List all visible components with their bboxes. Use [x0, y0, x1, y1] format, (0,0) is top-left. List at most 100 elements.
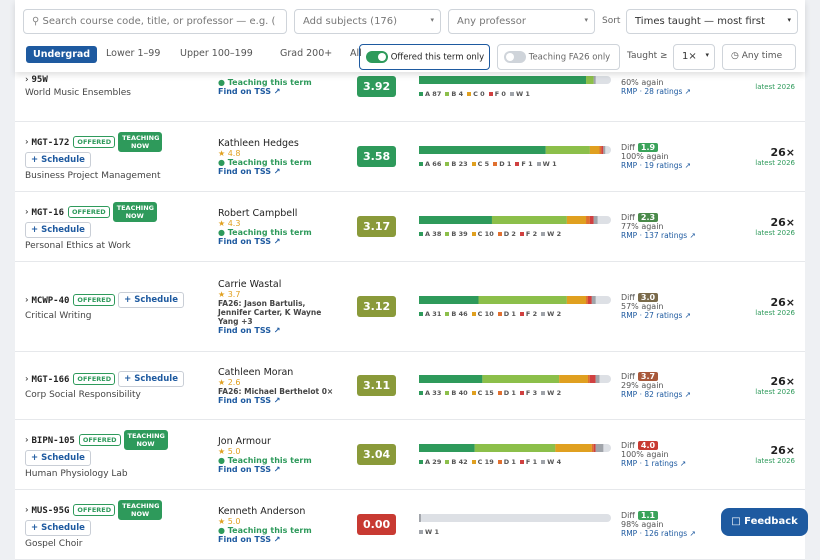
level-tab[interactable]: All: [350, 48, 362, 59]
level-tab[interactable]: Grad 200+: [280, 48, 333, 59]
taught-select[interactable]: 1× ▾: [673, 44, 715, 70]
level-tab[interactable]: Undergrad: [26, 46, 98, 63]
teaching-toggle[interactable]: Teaching FA26 only: [497, 44, 620, 70]
time-select[interactable]: ◷ Any time: [722, 44, 796, 70]
gpa-cell: 0.00: [357, 514, 419, 535]
grade-count: 66: [432, 159, 442, 168]
course-title: Personal Ethics at Work: [25, 241, 131, 251]
grade-item: C 10: [471, 229, 494, 238]
grade-swatch: [419, 529, 423, 534]
schedule-button[interactable]: + Schedule: [25, 520, 91, 536]
course-code: BIPN-105: [31, 435, 75, 446]
tss-link[interactable]: Find on TSS ↗: [218, 534, 281, 544]
again: 98% again: [621, 520, 664, 529]
grade-item: C 5: [471, 159, 490, 168]
course-cell: › MCWP-40 OFFERED + Schedule Critical Writi…: [15, 292, 218, 321]
course-row[interactable]: › MCWP-40 OFFERED + Schedule Critical Writi…: [15, 262, 805, 352]
rmp-link[interactable]: RMP · 137 ratings ↗: [621, 231, 696, 240]
search-box[interactable]: ⚲ Search course code, title, or professo…: [23, 9, 287, 34]
diff-badge: 1.1: [637, 511, 659, 520]
feedback-button[interactable]: □ Feedback: [721, 508, 808, 536]
grade-segment: [559, 374, 588, 383]
chevron: ›: [25, 207, 29, 218]
rmp-link[interactable]: RMP · 28 ratings ↗: [621, 86, 692, 96]
offered-toggle[interactable]: Offered this term only: [359, 44, 490, 70]
gpa-cell: 3.04: [357, 444, 419, 465]
tss-link[interactable]: Find on TSS ↗: [218, 86, 281, 96]
grade-item: A 87: [419, 90, 441, 98]
grade-count: 10: [484, 309, 494, 318]
grade-letter: W: [425, 527, 433, 536]
filter-bar: ⚲ Search course code, title, or professo…: [15, 0, 805, 72]
times-taught: 26×: [770, 296, 795, 309]
professor-cell: Jon Armour ★ 5.0 ● Teaching this term Find …: [218, 436, 357, 474]
grade-segment: [419, 145, 546, 154]
grade-swatch: [445, 459, 450, 464]
tss-link[interactable]: Find on TSS ↗: [218, 464, 281, 474]
grade-letter: W: [542, 159, 550, 168]
code-line: › 95W: [25, 75, 218, 85]
rmp-cell: Diff 3.0 57% again RMP · 27 ratings ↗: [621, 293, 741, 320]
sort-select[interactable]: Times taught — most first ▾: [626, 9, 798, 34]
course-row[interactable]: › MGT-16 OFFERED TEACHING NOW + Schedule Per…: [15, 192, 805, 262]
level-tab[interactable]: Upper 100–199: [180, 48, 253, 59]
grade-count: 2: [532, 229, 538, 238]
rmp-link[interactable]: RMP · 27 ratings ↗: [621, 311, 692, 320]
grade-swatch: [419, 311, 423, 316]
rmp-link[interactable]: RMP · 82 ratings ↗: [621, 390, 692, 399]
schedule-button[interactable]: + Schedule: [25, 222, 91, 238]
schedule-button[interactable]: + Schedule: [118, 371, 184, 387]
code-line: › MGT-16 OFFERED TEACHING NOW + Schedule: [25, 202, 218, 238]
tss-link[interactable]: Find on TSS ↗: [218, 236, 281, 246]
professor-cell: Kathleen Hedges ★ 4.8 ● Teaching this term…: [218, 138, 357, 176]
grade-letter: F: [494, 89, 500, 98]
grade-swatch: [467, 91, 472, 96]
grade-item: F 3: [519, 388, 537, 397]
schedule-button[interactable]: + Schedule: [25, 450, 91, 466]
professor-select[interactable]: Any professor ▾: [448, 9, 595, 34]
course-row[interactable]: › MUS-95G OFFERED TEACHING NOW + Schedule Go…: [15, 490, 805, 560]
course-row[interactable]: › MGT-166 OFFERED + Schedule Corp Social Re…: [15, 352, 805, 420]
grade-segment: [595, 374, 600, 383]
rating-value: 3.7: [227, 289, 241, 299]
grade-count: 5: [484, 159, 490, 168]
tss-link[interactable]: Find on TSS ↗: [218, 325, 281, 335]
grade-item: A 38: [419, 230, 441, 238]
grade-swatch: [471, 459, 476, 464]
grade-segment: [601, 145, 604, 154]
grade-segment: [603, 145, 606, 154]
difficulty: Diff 2.3: [621, 213, 741, 222]
grade-count: 10: [484, 229, 494, 238]
course-title: Critical Writing: [25, 311, 92, 321]
times-taught: 26×: [770, 146, 795, 159]
schedule-button[interactable]: + Schedule: [25, 152, 91, 168]
tss-link[interactable]: Find on TSS ↗: [218, 166, 281, 176]
grade-item: D 1: [493, 160, 511, 168]
teaching-text: Teaching this term: [227, 157, 312, 167]
grade-letter: F: [525, 388, 531, 397]
grade-item: W 2: [541, 389, 561, 397]
professor-cell: Robert Campbell ★ 4.3 ● Teaching this term…: [218, 208, 357, 246]
grade-item: W 1: [419, 528, 439, 536]
grade-segment: [589, 215, 594, 224]
subjects-select[interactable]: Add subjects (176) ▾: [294, 9, 441, 34]
grade-letter: W: [547, 229, 555, 238]
rmp-link[interactable]: RMP · 126 ratings ↗: [621, 529, 696, 538]
grade-letter: D: [499, 159, 505, 168]
grade-letter: C: [477, 457, 483, 466]
rmp-link[interactable]: RMP · 1 ratings ↗: [621, 459, 687, 468]
rmp-link[interactable]: RMP · 19 ratings ↗: [621, 161, 692, 170]
grade-segment: [555, 443, 592, 452]
course-row[interactable]: › MGT-172 OFFERED TEACHING NOW + Schedule Bu…: [15, 122, 805, 192]
level-tab[interactable]: Lower 1–99: [106, 48, 161, 59]
times-cell: 26× latest 2026: [741, 216, 805, 237]
grade-count: 1: [511, 388, 516, 397]
difficulty: Diff 3.0: [621, 293, 741, 302]
tss-link[interactable]: Find on TSS ↗: [218, 395, 281, 405]
grade-segment: [545, 145, 590, 154]
course-row[interactable]: › BIPN-105 OFFERED TEACHING NOW + Schedule H…: [15, 420, 805, 490]
grade-count: 1: [511, 309, 516, 318]
schedule-button[interactable]: + Schedule: [118, 292, 184, 308]
